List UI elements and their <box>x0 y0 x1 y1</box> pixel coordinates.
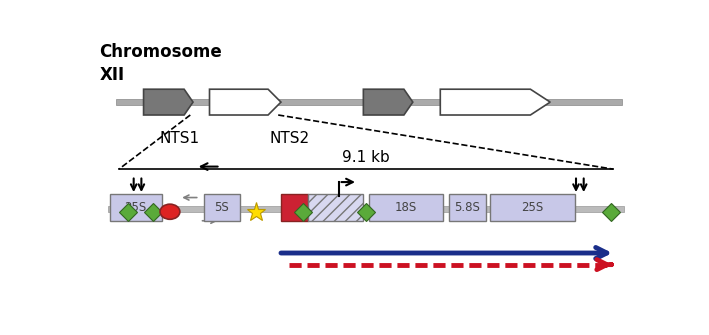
FancyBboxPatch shape <box>204 194 240 221</box>
FancyBboxPatch shape <box>449 194 486 221</box>
Text: NTS2: NTS2 <box>269 131 309 146</box>
FancyBboxPatch shape <box>369 194 443 221</box>
Text: NTS1: NTS1 <box>160 131 199 146</box>
FancyBboxPatch shape <box>109 194 162 221</box>
Bar <box>116 99 622 105</box>
FancyBboxPatch shape <box>308 194 363 221</box>
Text: 5S: 5S <box>215 201 229 214</box>
FancyBboxPatch shape <box>281 194 308 221</box>
Polygon shape <box>210 89 281 115</box>
Text: XII: XII <box>99 66 125 84</box>
Text: 9.1 kb: 9.1 kb <box>342 150 390 165</box>
Polygon shape <box>143 89 193 115</box>
Ellipse shape <box>160 204 180 219</box>
Polygon shape <box>363 89 413 115</box>
Bar <box>108 206 625 212</box>
Polygon shape <box>440 89 550 115</box>
Text: 5.8S: 5.8S <box>454 201 480 214</box>
FancyBboxPatch shape <box>490 194 575 221</box>
Text: 25S: 25S <box>521 201 544 214</box>
Text: Chromosome: Chromosome <box>99 43 223 61</box>
Text: 18S: 18S <box>395 201 417 214</box>
Text: 25S: 25S <box>125 201 147 214</box>
